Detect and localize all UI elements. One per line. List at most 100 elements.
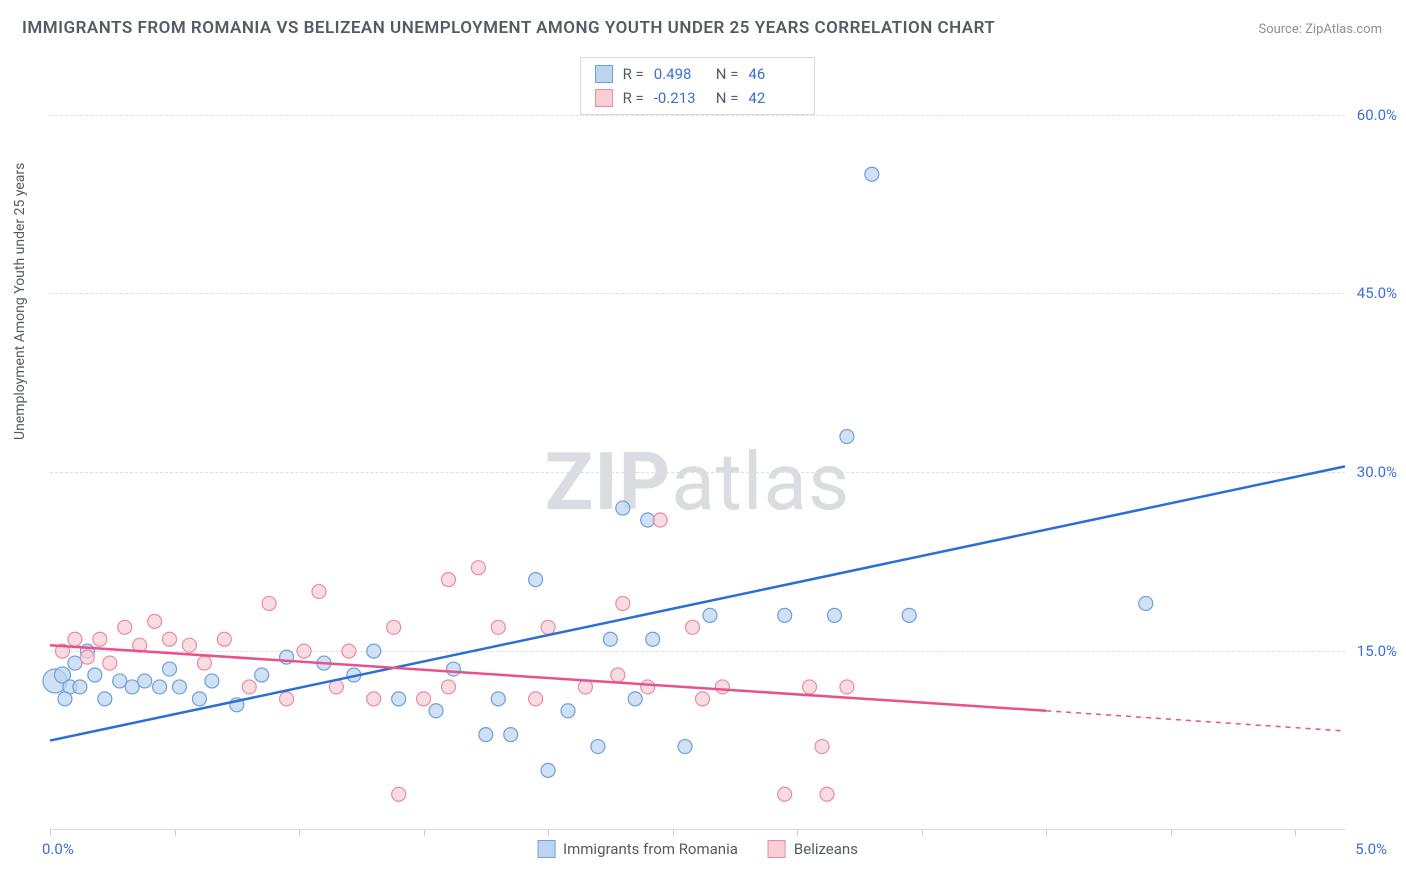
scatter-point: [280, 692, 294, 706]
scatter-point: [441, 573, 455, 587]
scatter-point: [297, 644, 311, 658]
scatter-point: [367, 644, 381, 658]
x-tick: [797, 830, 798, 836]
scatter-point: [80, 650, 94, 664]
scatter-point: [242, 680, 256, 694]
x-tick: [299, 830, 300, 836]
scatter-point: [840, 680, 854, 694]
x-tick: [548, 830, 549, 836]
scatter-point: [1139, 596, 1153, 610]
scatter-point: [205, 674, 219, 688]
scatter-point: [387, 620, 401, 634]
r-value: 0.498: [654, 62, 706, 86]
scatter-point: [58, 692, 72, 706]
scatter-point: [153, 680, 167, 694]
scatter-point: [262, 596, 276, 610]
scatter-point: [342, 644, 356, 658]
y-tick-label: 60.0%: [1357, 106, 1397, 124]
scatter-point: [312, 585, 326, 599]
scatter-point: [163, 632, 177, 646]
scatter-point: [678, 740, 692, 754]
x-tick: [1171, 830, 1172, 836]
scatter-point: [471, 561, 485, 575]
x-tick: [1295, 830, 1296, 836]
series-legend: Immigrants from Romania Belizeans: [537, 840, 858, 858]
scatter-point: [446, 662, 460, 676]
legend-swatch: [768, 840, 786, 858]
scatter-point: [561, 704, 575, 718]
scatter-point: [68, 632, 82, 646]
y-tick-label: 30.0%: [1357, 463, 1397, 481]
legend-item: Belizeans: [768, 840, 858, 858]
scatter-point: [603, 632, 617, 646]
legend-label: Belizeans: [794, 840, 858, 858]
correlation-legend-row: R =0.498N =46: [595, 62, 801, 86]
r-label: R =: [623, 62, 644, 86]
scatter-point: [840, 430, 854, 444]
scatter-point: [646, 632, 660, 646]
x-tick-label-min: 0.0%: [42, 840, 74, 858]
scatter-point: [125, 680, 139, 694]
legend-item: Immigrants from Romania: [537, 840, 738, 858]
scatter-point: [778, 787, 792, 801]
scatter-point: [778, 608, 792, 622]
x-tick: [673, 830, 674, 836]
correlation-legend-row: R =-0.213N =42: [595, 86, 801, 110]
scatter-point: [68, 656, 82, 670]
legend-label: Immigrants from Romania: [563, 840, 738, 858]
scatter-point: [217, 632, 231, 646]
scatter-point: [616, 596, 630, 610]
plot-area: ZIPatlas 15.0%30.0%45.0%60.0% 0.0% 5.0% …: [50, 55, 1345, 830]
scatter-point: [392, 692, 406, 706]
n-label: N =: [716, 86, 739, 110]
x-tick: [922, 830, 923, 836]
scatter-point: [173, 680, 187, 694]
scatter-point: [827, 608, 841, 622]
scatter-point: [479, 728, 493, 742]
r-label: R =: [623, 86, 644, 110]
scatter-point: [578, 680, 592, 694]
x-tick: [424, 830, 425, 836]
scatter-point: [803, 680, 817, 694]
scatter-point: [491, 692, 505, 706]
source-attribution: Source: ZipAtlas.com: [1258, 22, 1382, 37]
scatter-point: [529, 573, 543, 587]
scatter-point: [616, 501, 630, 515]
scatter-point: [73, 680, 87, 694]
plot-svg: [50, 55, 1345, 830]
scatter-point: [182, 638, 196, 652]
scatter-point: [93, 632, 107, 646]
legend-swatch: [595, 65, 613, 83]
scatter-point: [163, 662, 177, 676]
legend-swatch: [595, 89, 613, 107]
trend-line-extrapolated: [1046, 711, 1345, 731]
scatter-point: [815, 740, 829, 754]
scatter-point: [103, 656, 117, 670]
scatter-point: [392, 787, 406, 801]
scatter-point: [529, 692, 543, 706]
scatter-point: [653, 513, 667, 527]
scatter-point: [686, 620, 700, 634]
scatter-point: [98, 692, 112, 706]
correlation-legend: R = 0.498 N = 46R =-0.213N =42: [580, 57, 816, 115]
scatter-point: [628, 692, 642, 706]
n-value: 46: [748, 62, 800, 86]
scatter-point: [504, 728, 518, 742]
x-tick: [1046, 830, 1047, 836]
scatter-point: [902, 608, 916, 622]
chart-title: IMMIGRANTS FROM ROMANIA VS BELIZEAN UNEM…: [22, 18, 995, 38]
scatter-point: [197, 656, 211, 670]
scatter-point: [367, 692, 381, 706]
scatter-point: [192, 692, 206, 706]
y-axis-label: Unemployment Among Youth under 25 years: [12, 163, 28, 440]
scatter-point: [118, 620, 132, 634]
x-tick-label-max: 5.0%: [1355, 840, 1387, 858]
scatter-point: [148, 614, 162, 628]
scatter-point: [695, 692, 709, 706]
scatter-point: [703, 608, 717, 622]
scatter-point: [641, 680, 655, 694]
legend-swatch: [537, 840, 555, 858]
scatter-point: [865, 167, 879, 181]
scatter-point: [541, 620, 555, 634]
scatter-point: [88, 668, 102, 682]
